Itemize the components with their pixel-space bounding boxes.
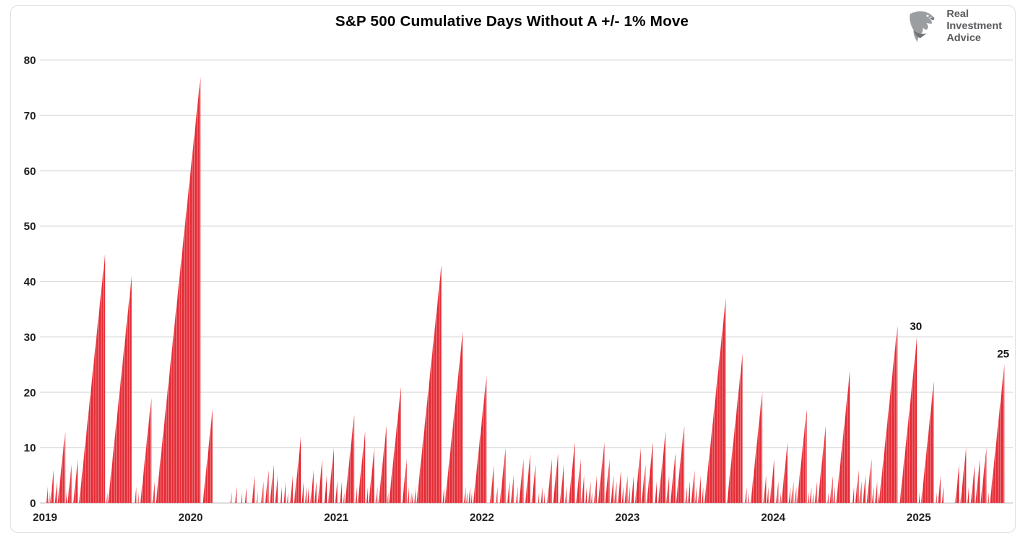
- x-axis-tick-label: 2021: [324, 512, 348, 524]
- brand-name: Real Investment Advice: [947, 9, 1002, 44]
- brand-line-2: Investment: [946, 20, 1002, 33]
- brand-line-3: Advice: [946, 31, 981, 44]
- eagle-icon: [909, 11, 934, 42]
- x-axis-tick-label: 2019: [33, 512, 57, 524]
- y-axis-tick-label: 50: [24, 221, 36, 233]
- x-axis-tick-label: 2023: [615, 512, 639, 524]
- peak-value-label: 30: [910, 321, 922, 333]
- y-axis-tick-label: 0: [30, 498, 36, 510]
- x-axis-tick-label: 2025: [907, 512, 931, 524]
- brand-logo: Real Investment Advice: [904, 9, 1002, 45]
- x-axis-tick-label: 2022: [470, 512, 494, 524]
- chart-title: S&P 500 Cumulative Days Without A +/- 1%…: [335, 13, 689, 30]
- brand-line-1: Real: [946, 8, 969, 21]
- y-axis-tick-label: 60: [24, 166, 36, 178]
- y-axis-tick-label: 40: [24, 277, 36, 289]
- y-axis-tick-label: 10: [24, 443, 36, 455]
- x-axis-tick-label: 2020: [178, 512, 202, 524]
- y-axis-tick-label: 80: [24, 55, 36, 67]
- peak-value-label: 25: [997, 349, 1009, 361]
- x-axis-tick-label: 2024: [761, 512, 786, 524]
- y-axis-tick-label: 20: [24, 387, 36, 399]
- streak-bars-series: [46, 76, 1005, 504]
- y-axis-tick-label: 70: [24, 110, 36, 122]
- y-axis-tick-label: 30: [24, 332, 36, 344]
